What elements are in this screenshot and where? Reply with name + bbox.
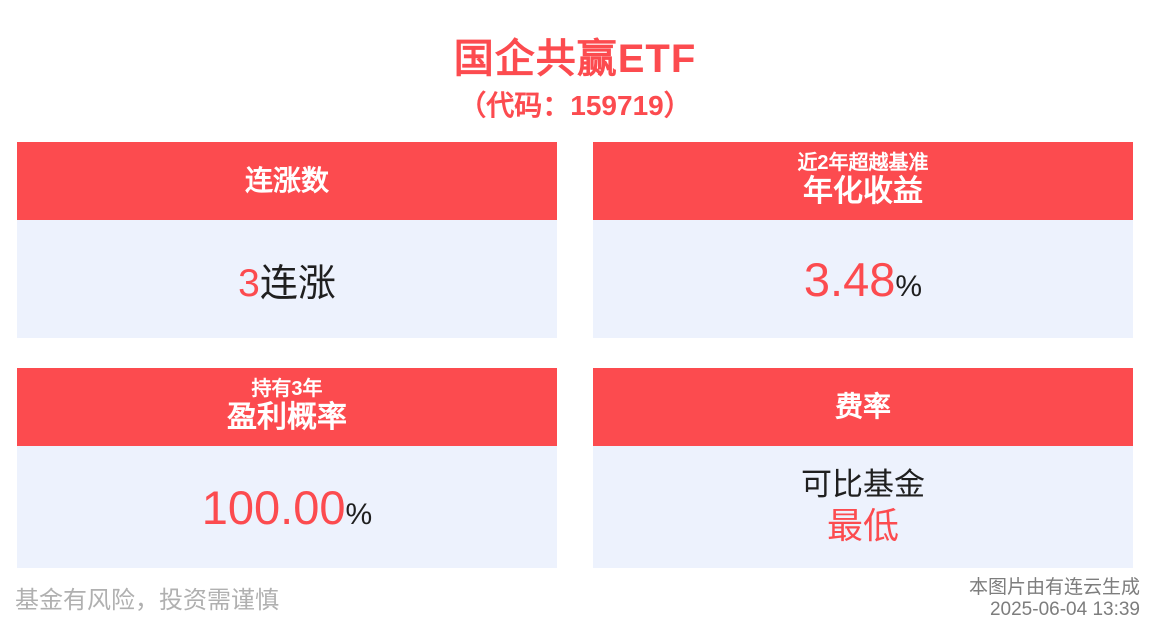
- card-annualized-return-body: 3.48%: [593, 220, 1133, 338]
- page-title: 国企共赢ETF: [453, 37, 697, 81]
- card-fee-rate-header: 费率: [593, 368, 1133, 446]
- stats-grid: 连涨数 3 连涨 近2年超越基准 年化收益 3.48% 持有3年: [17, 142, 1133, 568]
- card-profit-probability-header: 持有3年 盈利概率: [17, 368, 557, 446]
- card-header-label: 费率: [834, 390, 891, 422]
- percent-sign: %: [895, 269, 923, 303]
- generator-credit: 本图片由有连云生成 2025-06-04 13:39: [969, 577, 1140, 620]
- profit-probability-value: 100.00: [201, 480, 346, 534]
- value-row: 3.48%: [804, 252, 922, 307]
- card-consecutive-gains-header: 连涨数: [17, 142, 557, 220]
- card-profit-probability: 持有3年 盈利概率 100.00%: [17, 368, 557, 568]
- card-annualized-return-header: 近2年超越基准 年化收益: [593, 142, 1133, 220]
- value-row: 100.00%: [202, 480, 372, 535]
- percent-sign: %: [345, 497, 373, 531]
- card-header-sublabel: 近2年超越基准: [797, 152, 929, 175]
- consecutive-gains-value: 3: [238, 261, 260, 305]
- card-header-label: 年化收益: [803, 175, 923, 209]
- card-annualized-return: 近2年超越基准 年化收益 3.48%: [593, 142, 1133, 338]
- annualized-return-value: 3.48: [803, 252, 896, 306]
- card-header-sublabel: 持有3年: [251, 378, 323, 401]
- card-fee-rate: 费率 可比基金 最低: [593, 368, 1133, 568]
- card-header-label: 连涨数: [244, 164, 329, 196]
- card-consecutive-gains: 连涨数 3 连涨: [17, 142, 557, 338]
- card-header-label: 盈利概率: [227, 401, 347, 435]
- fund-code-subtitle: （代码：159719）: [458, 90, 692, 121]
- card-fee-rate-body: 可比基金 最低: [593, 446, 1133, 568]
- fee-rate-value: 最低: [826, 505, 899, 547]
- card-profit-probability-body: 100.00%: [17, 446, 557, 568]
- card-consecutive-gains-body: 3 连涨: [17, 220, 557, 338]
- generator-source-text: 本图片由有连云生成: [968, 577, 1140, 599]
- risk-warning-text: 基金有风险，投资需谨慎: [15, 587, 279, 614]
- consecutive-gains-suffix: 连涨: [259, 262, 336, 305]
- fee-rate-comparison-label: 可比基金: [801, 466, 925, 502]
- value-row: 3 连涨: [238, 252, 336, 307]
- generated-timestamp: 2025-06-04 13:39: [989, 598, 1140, 620]
